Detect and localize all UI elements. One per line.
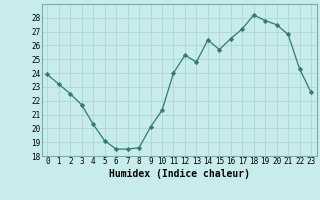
- X-axis label: Humidex (Indice chaleur): Humidex (Indice chaleur): [109, 169, 250, 179]
